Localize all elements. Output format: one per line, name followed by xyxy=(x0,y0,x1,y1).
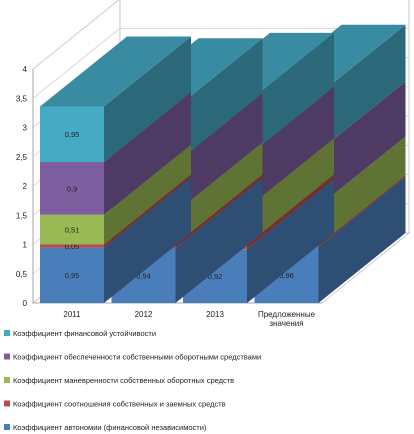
data-label: 0,96 xyxy=(279,271,294,280)
legend-label: Коэффициент маневренности собственных об… xyxy=(13,376,234,385)
legend-item: Коэффициент автономии (финансовой незави… xyxy=(4,423,207,432)
x-tick-label: 2011 xyxy=(63,310,81,319)
bar-front xyxy=(40,162,104,215)
legend: Коэффициент финансовой устойчивости Коэфф… xyxy=(4,329,261,432)
data-label: 0,94 xyxy=(136,272,151,281)
legend-swatch xyxy=(4,330,10,336)
bar-front xyxy=(40,244,104,248)
data-label: 0,05 xyxy=(65,242,80,251)
data-label: 0,9 xyxy=(67,184,77,193)
bar-side xyxy=(247,32,334,157)
data-label: 0,51 xyxy=(65,226,80,235)
bar-side xyxy=(318,24,406,152)
legend-label: Коэффициент соотношения собственных и за… xyxy=(13,400,226,409)
bar-side xyxy=(175,178,263,303)
bar-side xyxy=(175,142,263,245)
gridline xyxy=(32,0,120,70)
bar-side xyxy=(318,81,406,207)
bar-side xyxy=(318,136,406,246)
y-tick-label: 3 xyxy=(23,124,28,133)
bar-segment: 0,95 xyxy=(40,177,191,303)
legend-label: Коэффициент финансовой устойчивости xyxy=(13,329,156,338)
bar-side xyxy=(318,175,406,247)
x-tick-label: 2013 xyxy=(206,310,224,319)
legend-swatch xyxy=(4,400,10,407)
bar-segment: 0,95 xyxy=(40,36,191,163)
y-tick-label: 1,5 xyxy=(16,211,28,220)
bar-top xyxy=(40,36,191,107)
legend-swatch xyxy=(4,377,10,383)
bar-side xyxy=(247,174,334,250)
legend-swatch xyxy=(4,353,10,360)
bar-side xyxy=(175,38,263,164)
gridline xyxy=(32,27,409,99)
y-tick-label: 1 xyxy=(23,241,28,250)
x-tick-label: Предложенные xyxy=(258,310,316,319)
bar-side xyxy=(104,174,191,248)
y-tick-label: 3,5 xyxy=(16,94,28,103)
bar-side xyxy=(247,86,334,209)
bars: 0,960,030,660,940,970,920,080,620,880,92… xyxy=(40,24,406,303)
y-tick-label: 0 xyxy=(23,299,28,308)
bar-segment: 0,05 xyxy=(40,174,191,251)
bar-segment: 0,9 xyxy=(40,92,191,215)
bar-segment: 0,51 xyxy=(40,144,191,245)
data-label: 0,92 xyxy=(208,272,223,281)
legend-item: Коэффициент соотношения собственных и за… xyxy=(4,400,226,409)
bar-side xyxy=(175,174,263,249)
legend-item: Коэффициент маневренности собственных об… xyxy=(4,376,234,385)
bar-front xyxy=(40,214,104,245)
y-tick-label: 2,5 xyxy=(16,153,28,162)
data-label: 0,95 xyxy=(65,130,80,139)
bar-front xyxy=(40,247,104,303)
legend-label: Коэффициент автономии (финансовой незави… xyxy=(13,423,207,432)
bar-side xyxy=(247,138,334,245)
x-tick-label: значения xyxy=(269,319,303,328)
y-axis-ticks: 0 0,5 1 1,5 2 2,5 3 3,5 4 xyxy=(16,65,28,308)
y-tick-label: 0,5 xyxy=(16,270,28,279)
bar-side xyxy=(104,92,191,215)
y-tick-label: 4 xyxy=(23,65,28,74)
y-tick-label: 2 xyxy=(23,182,28,191)
data-label: 0,95 xyxy=(65,271,80,280)
bar-side xyxy=(104,36,191,163)
legend-label: Коэффициент обеспеченности собственными … xyxy=(13,353,261,362)
bar-side xyxy=(247,179,334,303)
x-tick-label: 2012 xyxy=(135,310,153,319)
bar-side xyxy=(104,177,191,303)
legend-item: Коэффициент финансовой устойчивости xyxy=(4,329,156,338)
legend-item: Коэффициент обеспеченности собственными … xyxy=(4,353,261,362)
bar-front xyxy=(40,106,104,163)
bar-side xyxy=(175,93,263,213)
legend-swatch xyxy=(4,424,10,430)
bar-side xyxy=(104,144,191,245)
bar-side xyxy=(318,176,406,303)
